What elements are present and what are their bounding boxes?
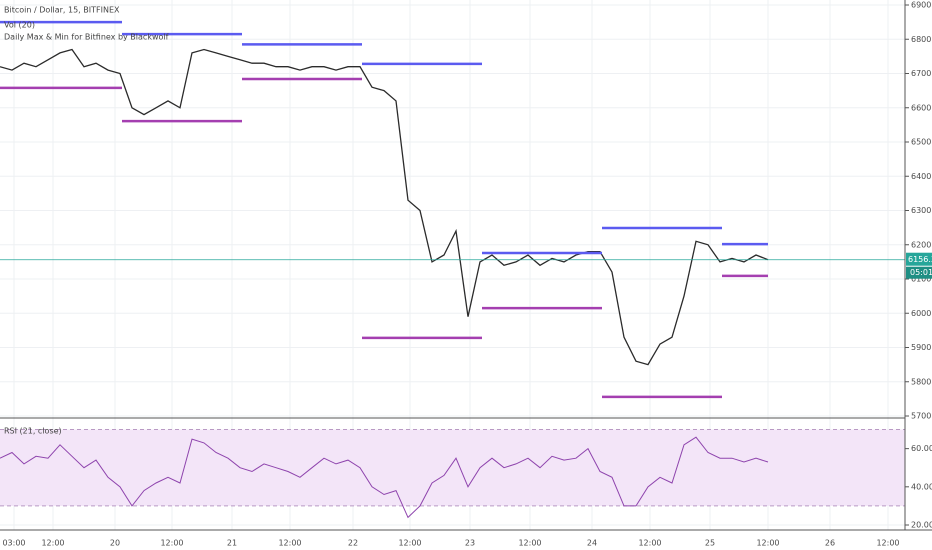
y-tick-label: 6100.0 [911,275,932,284]
x-tick-label: 12:00 [876,539,899,548]
x-tick-label: 24 [587,539,597,548]
x-tick-label: 03:00 [2,539,25,548]
last-price-label: 6156.3 [908,255,932,264]
y-tick-label: 5900.0 [911,343,932,352]
y-tick-label: 6700.0 [911,69,932,78]
y-tick-label: 6800.0 [911,35,932,44]
y-tick-label: 6500.0 [911,138,932,147]
countdown-box [906,266,932,279]
y-tick-label: 6400.0 [911,172,932,181]
y-tick-label: 6000.0 [911,309,932,318]
x-tick-label: 12:00 [638,539,661,548]
y-tick-label: 6200.0 [911,240,932,249]
y-tick-label: 20.0000 [911,521,932,530]
x-tick-label: 21 [227,539,237,548]
chart-title: Bitcoin / Dollar, 15, BITFINEX [4,6,120,15]
x-tick-label: 20 [110,539,120,548]
price-line [0,436,769,519]
x-tick-label: 12:00 [756,539,779,548]
y-tick-label: 5800.0 [911,377,932,386]
plot [0,20,905,519]
x-tick-label: 12:00 [160,539,183,548]
annotation: Vol (20) [4,21,35,30]
y-tick-label: 6600.0 [911,103,932,112]
x-tick-label: 12:00 [278,539,301,548]
x-tick-label: 12:00 [41,539,64,548]
x-tick-label: 23 [465,539,475,548]
y-tick-label: 5700.0 [911,412,932,421]
x-tick-label: 26 [825,539,835,548]
last-price-box [906,252,932,266]
x-tick-label: 22 [348,539,358,548]
x-tick-label: 25 [705,539,715,548]
x-tick-label: 12:00 [398,539,421,548]
rsi-band [0,429,905,506]
y-tick-label: 6300.0 [911,206,932,215]
x-tick-label: 12:00 [518,539,541,548]
rsi-title: RSI (21, close) [4,427,62,436]
countdown-label: 05:01 [910,268,932,277]
y-tick-label: 60.0000 [911,444,932,453]
y-tick-label: 6900.0 [911,1,932,10]
annotation: Daily Max & Min for Bitfinex by Blackwol… [4,33,169,42]
y-tick-label: 40.0000 [911,482,932,491]
price-line [0,48,769,366]
